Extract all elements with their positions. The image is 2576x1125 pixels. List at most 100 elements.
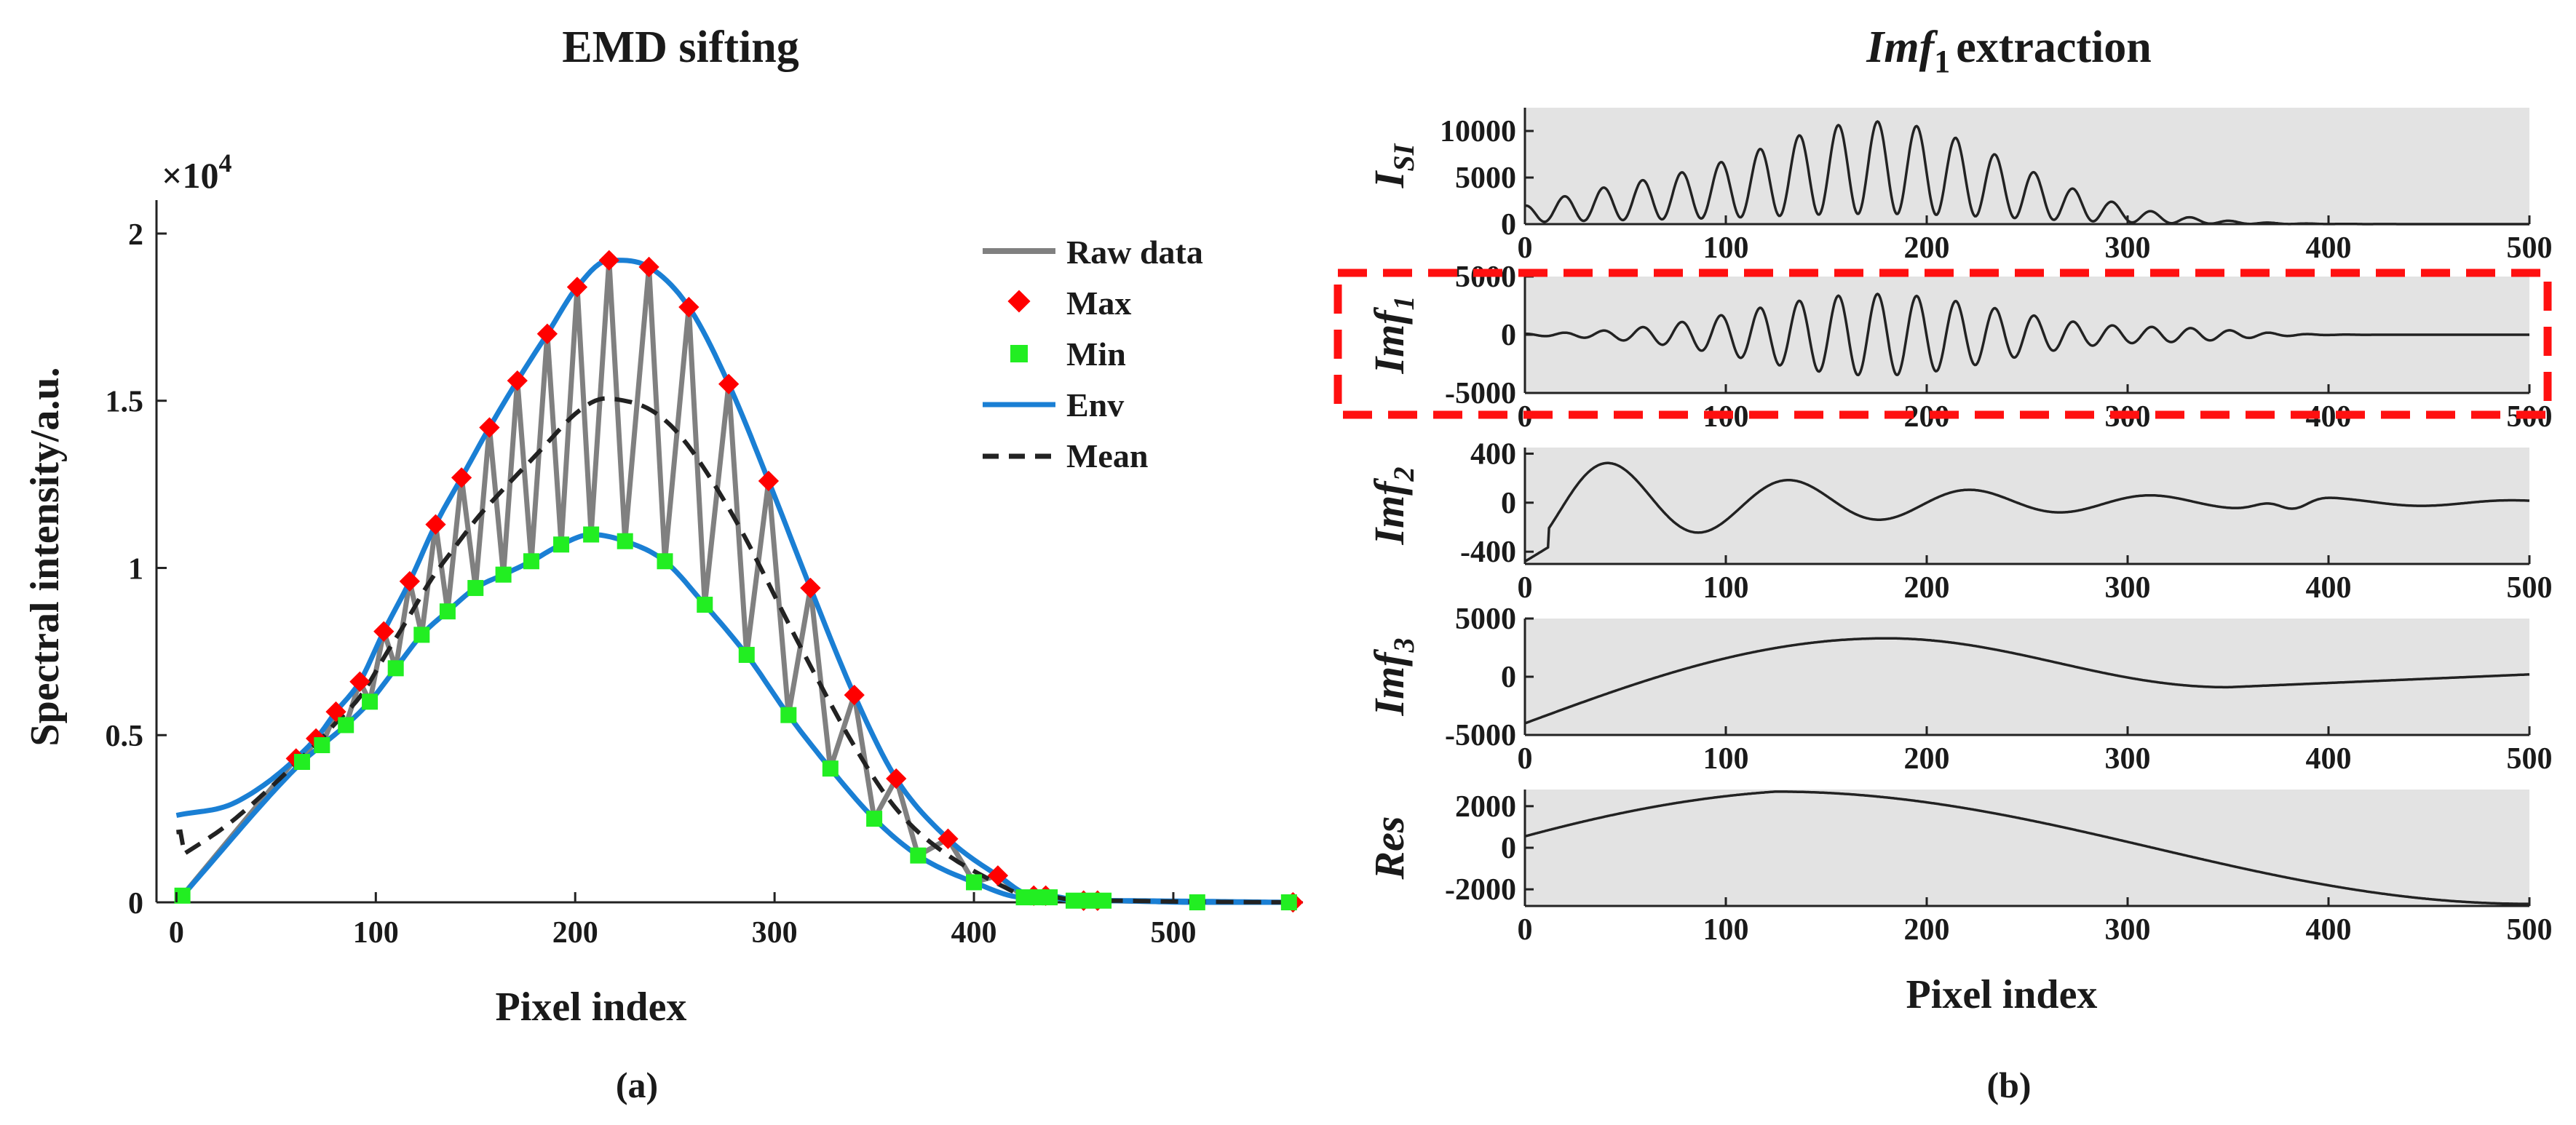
min-point xyxy=(617,533,633,549)
subplot-x-tick-label: 100 xyxy=(1703,231,1749,265)
max-point xyxy=(399,571,421,592)
subplot-x-tick-label: 200 xyxy=(1904,742,1950,776)
subplot-y-tick-label: 0 xyxy=(1501,487,1516,520)
max-point xyxy=(507,370,528,391)
subplot-y-label-sub: 1 xyxy=(1387,296,1420,311)
subplot-y-tick-label: 10000 xyxy=(1440,115,1516,148)
subplot-y-tick-label: 2000 xyxy=(1455,790,1516,824)
subplot-y-label-sub: SI xyxy=(1387,143,1420,171)
max-point xyxy=(566,277,588,298)
subplot-y-tick-label: -5000 xyxy=(1445,719,1516,752)
subplot-background xyxy=(1525,619,2529,735)
min-point xyxy=(293,754,310,770)
x-tick-label-a: 300 xyxy=(752,916,798,950)
highlight-box-imf1 xyxy=(1333,269,2552,419)
subplot-y-tick-label: 0 xyxy=(1501,661,1516,694)
min-point xyxy=(738,646,755,663)
subplot-x-tick-label: 0 xyxy=(1518,571,1533,605)
subplot-x-tick-label: 200 xyxy=(1904,231,1950,265)
min-point xyxy=(1042,889,1058,906)
legend-label-raw: Raw data xyxy=(1066,234,1203,271)
max-point xyxy=(325,701,346,723)
raw-data-line xyxy=(180,258,1293,905)
max-point xyxy=(718,373,740,394)
legend-swatch-max xyxy=(1007,290,1031,313)
max-point xyxy=(844,684,865,706)
max-point xyxy=(349,671,370,692)
title-emd-sifting: EMD sifting xyxy=(562,23,799,72)
panel-label-a: (a) xyxy=(616,1065,658,1105)
subplot-y-tick-label: 0 xyxy=(1501,208,1516,242)
max-point xyxy=(886,768,907,790)
max-point xyxy=(987,865,1009,886)
x-tick-label-a: 100 xyxy=(353,916,399,950)
subplot-y-tick-label: -5000 xyxy=(1445,377,1516,410)
min-point xyxy=(413,627,430,643)
y-tick-label-a: 2 xyxy=(128,218,143,252)
min-point xyxy=(523,553,539,570)
max-point xyxy=(373,621,395,642)
subplot-x-tick-label: 300 xyxy=(2105,913,2151,947)
x-tick-label-a: 0 xyxy=(169,916,184,950)
min-point xyxy=(966,874,983,891)
panel-a-emd-sifting: EMD sifting ×104 0 100 200 300 400 500 0 0.5 1 1.… xyxy=(23,23,1304,1105)
subplot-x-tick-label: 0 xyxy=(1518,913,1533,947)
max-point xyxy=(536,323,558,344)
subplot-x-tick-label: 100 xyxy=(1703,742,1749,776)
subplot-y-label: Res xyxy=(1366,816,1413,880)
min-point xyxy=(910,847,927,864)
subplot-x-tick-label: 400 xyxy=(2306,571,2352,605)
min-point xyxy=(467,580,484,597)
max-point xyxy=(479,417,500,438)
y-axis-label-a: Spectral intensity/a.u. xyxy=(23,367,68,746)
title-imf1-extraction: Imf1 extraction xyxy=(1866,23,2152,79)
subplot-y-label: Imf1 xyxy=(1366,296,1420,375)
subplot-y-tick-label: 0 xyxy=(1501,832,1516,865)
max-point xyxy=(638,256,659,278)
plot-area-a xyxy=(174,250,1304,913)
min-point xyxy=(1189,894,1205,910)
subplot-y-label-main: Imf xyxy=(1366,306,1413,375)
min-point xyxy=(657,553,673,570)
max-point xyxy=(758,470,780,492)
min-point xyxy=(697,597,713,613)
min-point xyxy=(387,660,404,677)
subplot-y-label-main: I xyxy=(1366,170,1413,188)
subplot-x-tick-label: 300 xyxy=(2105,231,2151,265)
min-point xyxy=(1280,894,1297,910)
max-point xyxy=(800,577,821,599)
y-tick-label-a: 1.5 xyxy=(106,386,144,419)
subplot-y-tick-label: 5000 xyxy=(1455,261,1516,294)
subplot-x-tick-label: 500 xyxy=(2507,571,2553,605)
subplot-1: 0 5000 10000 0 100 200 300 400 500 ISI xyxy=(1366,108,2553,265)
x-tick-label-a: 200 xyxy=(552,916,598,950)
subplot-x-tick-label: 0 xyxy=(1518,231,1533,265)
subplot-x-tick-label: 400 xyxy=(2306,742,2352,776)
min-point xyxy=(583,526,600,543)
x-tick-label-a: 500 xyxy=(1150,916,1196,950)
subplot-signal-line xyxy=(1525,293,2529,377)
subplot-y-label: Imf2 xyxy=(1366,467,1420,546)
subplot-y-tick-label: -400 xyxy=(1460,536,1516,569)
subplot-y-label-sub: 2 xyxy=(1387,467,1420,482)
subplot-signal-line xyxy=(1524,119,2529,226)
min-point xyxy=(314,737,330,754)
subplot-x-tick-label: 0 xyxy=(1518,742,1533,776)
legend-a: Raw data Max Min Env Mean xyxy=(983,234,1203,474)
max-point xyxy=(451,467,472,488)
max-point xyxy=(938,828,959,849)
subplot-y-label-main: Imf xyxy=(1366,477,1413,546)
min-point xyxy=(866,811,883,827)
subplot-x-tick-label: 100 xyxy=(1703,571,1749,605)
legend-label-max: Max xyxy=(1066,285,1131,322)
y-tick-label-a: 1 xyxy=(128,552,143,586)
max-point xyxy=(598,250,619,271)
subplot-x-tick-label: 500 xyxy=(2507,742,2553,776)
min-point xyxy=(362,693,379,710)
min-point xyxy=(1081,892,1098,909)
subplot-background xyxy=(1525,108,2529,224)
